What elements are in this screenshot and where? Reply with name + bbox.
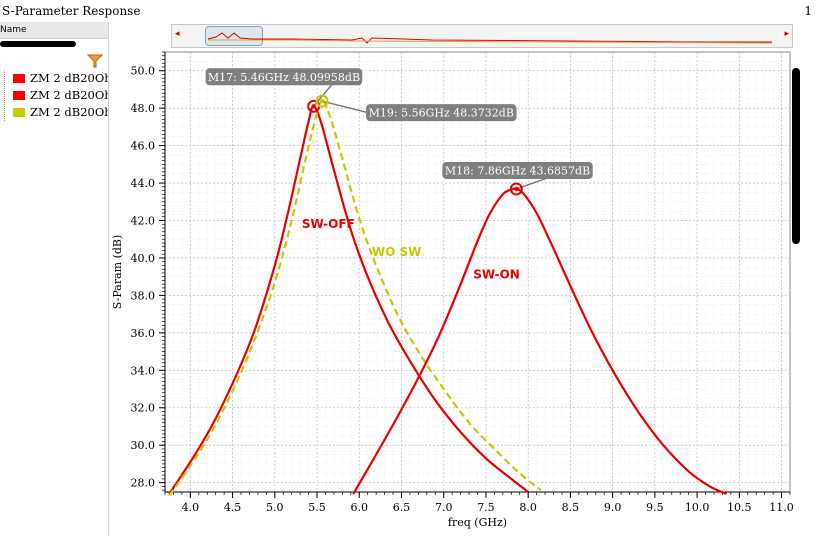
markers: M17: 5.46GHz 48.09958dB M19: 5.56GHz 48.3…: [205, 68, 593, 196]
legend-swatch-1: [13, 91, 25, 100]
marker-box-m17[interactable]: [205, 68, 363, 86]
axes: 4.0 4.5 5.0 5.5 6.0 6.5 7.0 7.5 8.0 8.5 9.0 9.5 10.0…: [131, 51, 794, 514]
y-tick-label: 28.0: [131, 477, 156, 490]
legend-swatch-0: [13, 74, 25, 83]
legend-label-2: ZM 2 dB20Ohm: [30, 105, 109, 119]
overview-right-arrow-icon[interactable]: ▸: [784, 29, 789, 39]
overview-left-arrow-icon[interactable]: ◂: [175, 29, 180, 39]
window-title: S-Parameter Response: [2, 4, 141, 18]
overview-strip[interactable]: ◂ ▸: [171, 24, 793, 48]
marker-label-m17: M17: 5.46GHz 48.09958dB: [208, 71, 360, 84]
y-tick-label: 30.0: [131, 439, 156, 452]
x-tick-label: 6.5: [393, 501, 411, 514]
annotation-wo-sw: WO SW: [372, 245, 422, 259]
grid: [164, 51, 791, 493]
series-line-sw-on[interactable]: [352, 187, 728, 495]
legend-label-0: ZM 2 dB20Ohm: [30, 71, 109, 85]
y-tick-label: 38.0: [131, 289, 156, 302]
y-tick-label: 36.0: [131, 327, 156, 340]
legend-swatch-2: [13, 108, 25, 117]
y-tick-label: 50.0: [131, 65, 156, 78]
x-tick-label: 4.5: [224, 501, 242, 514]
marker-dot-m18: [514, 186, 519, 192]
filter-icon[interactable]: [86, 54, 104, 68]
legend-item-0[interactable]: ZM 2 dB20Ohm: [5, 70, 109, 87]
series-line-wo-sw[interactable]: [168, 99, 542, 497]
overview-zoom-window[interactable]: [205, 26, 263, 46]
x-tick-label: 8.5: [562, 501, 580, 514]
annotation-sw-off: SW-OFF: [302, 217, 355, 231]
x-tick-label: 11.0: [769, 501, 794, 514]
x-tick-label: 9.0: [604, 501, 622, 514]
x-tick-label: 8.0: [519, 501, 537, 514]
legend-item-2[interactable]: ZM 2 dB20Ohm: [5, 104, 109, 121]
legend-item-1[interactable]: ZM 2 dB20Ohm: [5, 87, 109, 104]
legend-name-header[interactable]: Name: [0, 22, 108, 39]
marker-label-m18: M18: 7.86GHz 43.6857dB: [445, 164, 590, 177]
series: [168, 99, 728, 497]
x-tick-label: 7.5: [477, 501, 495, 514]
y-tick-label: 44.0: [131, 177, 156, 190]
legend-list: ZM 2 dB20Ohm ZM 2 dB20Ohm ZM 2 dB20Ohm: [4, 70, 109, 121]
y-tick-label: 42.0: [131, 215, 156, 228]
marker-dot-m17: [311, 104, 316, 109]
series-line-sw-off[interactable]: [168, 105, 529, 495]
x-axis-title: freq (GHz): [448, 516, 507, 529]
y-tick-label: 40.0: [131, 252, 156, 265]
marker-box-m18[interactable]: [442, 161, 593, 179]
marker-box-m19[interactable]: [366, 104, 517, 122]
marker-dot-m19: [319, 98, 325, 104]
legend-label-1: ZM 2 dB20Ohm: [30, 88, 109, 102]
marker-ring-m19[interactable]: [315, 94, 329, 108]
x-tick-label: 5.5: [308, 501, 326, 514]
x-tick-label: 5.0: [266, 501, 284, 514]
annotation-sw-on: SW-ON: [473, 268, 520, 282]
y-axis-title: S-Param (dB): [111, 235, 124, 310]
annotations: SW-OFF WO SW SW-ON: [302, 217, 520, 282]
y-tick-label: 46.0: [131, 140, 156, 153]
marker-ring-m18[interactable]: [509, 182, 523, 196]
x-tick-label: 9.5: [646, 501, 664, 514]
y-tick-label: 48.0: [131, 102, 156, 115]
marker-label-m19: M19: 5.56GHz 48.3732dB: [369, 107, 514, 120]
x-tick-label: 10.5: [727, 501, 752, 514]
page-number: 1: [804, 4, 812, 18]
y-tick-label: 32.0: [131, 402, 156, 415]
x-tick-label: 6.0: [351, 501, 369, 514]
x-tick-label: 4.0: [182, 501, 200, 514]
y-tick-label: 34.0: [131, 364, 156, 377]
overview-trace: [207, 32, 773, 44]
panel-divider: [108, 22, 109, 536]
redaction-bar: [0, 41, 76, 47]
x-tick-label: 7.0: [435, 501, 453, 514]
vertical-scrollbar[interactable]: [792, 68, 800, 244]
marker-leader-m19: [321, 100, 367, 113]
x-tick-label: 10.0: [685, 501, 710, 514]
